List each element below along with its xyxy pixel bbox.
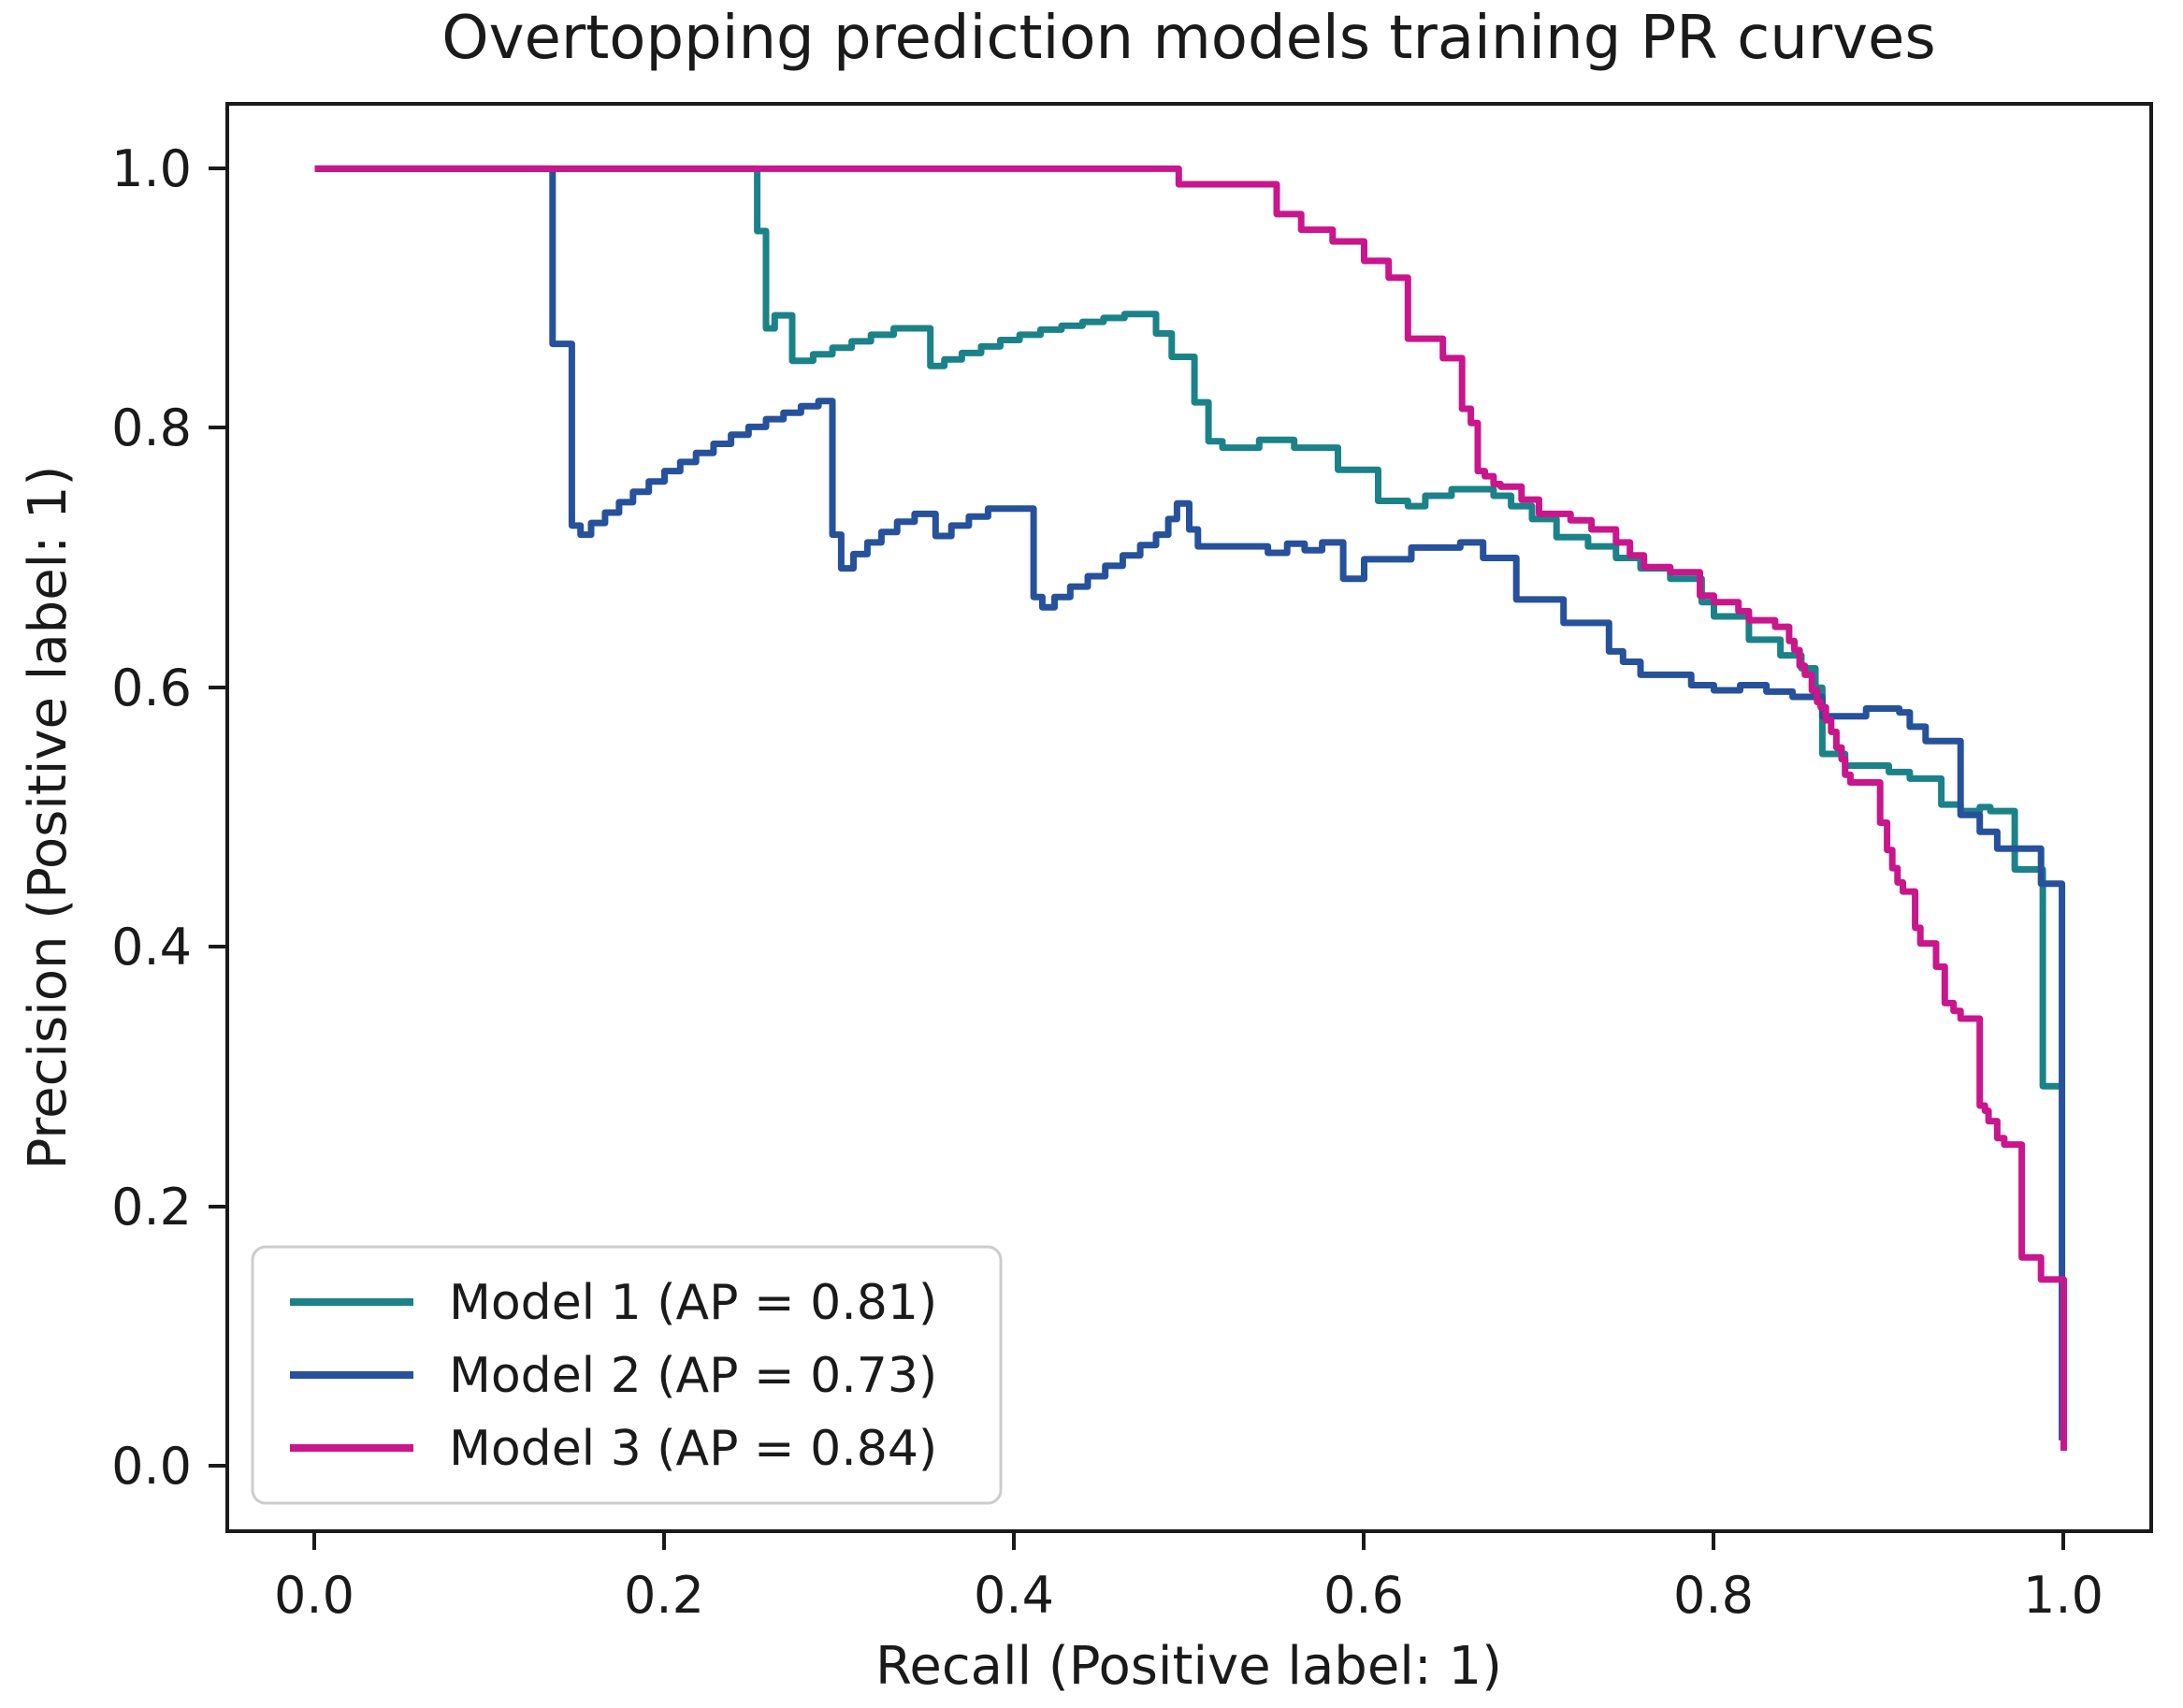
pr-curve-model-1 (314, 165, 2062, 1090)
legend-box (251, 1245, 1003, 1505)
legend-item-model-2: Model 2 (AP = 0.73) (290, 1348, 937, 1404)
x-tick-labels: 0.0 0.2 0.4 0.6 0.8 1.0 (274, 1566, 2103, 1625)
x-tick-label: 1.0 (2023, 1566, 2103, 1625)
y-tick-label: 0.8 (111, 398, 192, 457)
curves-layer (314, 165, 2067, 1451)
x-tick-label: 0.8 (1673, 1566, 1754, 1625)
x-tick-label: 0.6 (1323, 1566, 1404, 1625)
pr-curve-model-3 (314, 165, 2067, 1451)
y-ticks (209, 166, 227, 1468)
legend-item-model-1: Model 1 (AP = 0.81) (290, 1275, 937, 1331)
legend: Model 1 (AP = 0.81) Model 2 (AP = 0.73) … (251, 1245, 1003, 1505)
x-axis-label: Recall (Positive label: 1) (875, 1636, 1502, 1697)
y-tick-label: 0.0 (111, 1437, 192, 1496)
y-tick-labels: 0.0 0.2 0.4 0.6 0.8 1.0 (111, 139, 192, 1496)
legend-label-model-2: Model 2 (AP = 0.73) (449, 1348, 937, 1404)
x-tick-label: 0.2 (624, 1566, 704, 1625)
axes-frame (225, 102, 2153, 1533)
chart-title: Overtopping prediction models training P… (441, 4, 1936, 73)
x-ticks (312, 1531, 2065, 1550)
y-tick-label: 0.2 (111, 1178, 192, 1237)
y-tick-label: 0.4 (111, 918, 192, 977)
y-axis-label: Precision (Positive label: 1) (18, 466, 79, 1170)
x-tick-label: 0.0 (274, 1566, 354, 1625)
x-tick-label: 0.4 (974, 1566, 1054, 1625)
legend-label-model-1: Model 1 (AP = 0.81) (449, 1275, 937, 1331)
y-tick-label: 0.6 (111, 659, 192, 717)
legend-label-model-3: Model 3 (AP = 0.84) (449, 1421, 937, 1477)
legend-item-model-3: Model 3 (AP = 0.84) (290, 1421, 937, 1477)
y-tick-label: 1.0 (111, 139, 192, 198)
pr-curve-model-2 (314, 165, 2066, 1440)
